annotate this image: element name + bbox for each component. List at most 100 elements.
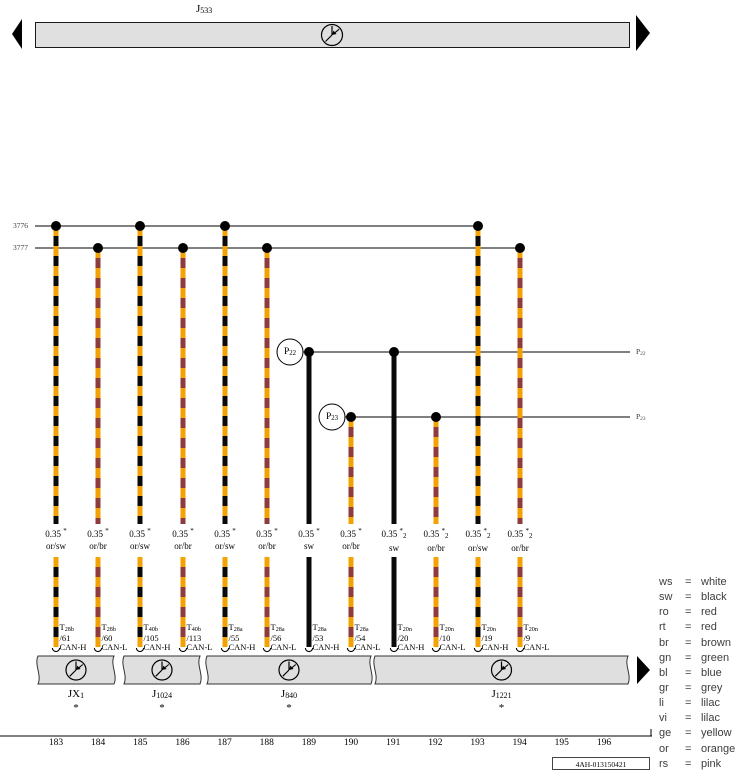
legend-name: pink	[701, 757, 722, 770]
gateway-bus-label-main: J	[196, 3, 201, 15]
wire-pin-label-7: T28a/53 CAN-H	[312, 621, 340, 653]
bus-line-label-3776: 3776	[13, 221, 28, 230]
component-footnote-J840: *	[286, 702, 292, 714]
junction-dot	[515, 243, 525, 253]
junction-dot	[304, 347, 314, 357]
track-number-188: 188	[259, 738, 274, 748]
junction-dot	[473, 221, 483, 231]
legend-eq: =	[685, 621, 692, 634]
legend-eq: =	[685, 757, 692, 770]
track-number-193: 193	[470, 738, 485, 748]
drawing-number-box: 4AH-013150421	[552, 757, 650, 770]
junction-dot	[178, 243, 188, 253]
track-number-191: 191	[386, 738, 401, 748]
legend-name: white	[701, 576, 727, 588]
terminal-socket-icon	[515, 647, 525, 653]
junction-dot	[220, 221, 230, 231]
connection-symbol-icon	[151, 659, 173, 681]
junction-dot	[135, 221, 145, 231]
legend-row-rt: rt = red	[659, 620, 735, 635]
connection-symbol-arrowhead	[501, 665, 507, 670]
track-number-187: 187	[217, 738, 232, 748]
junction-circle-P23	[318, 403, 346, 431]
legend-code: gn	[659, 651, 672, 664]
track-number-190: 190	[343, 738, 359, 748]
connection-symbol-icon	[65, 659, 87, 681]
legend-code: bl	[659, 666, 668, 679]
legend-eq: =	[685, 666, 692, 679]
pin-component: T40b	[186, 621, 201, 633]
legend-eq: =	[685, 697, 692, 710]
connection-symbol-stroke	[325, 34, 333, 42]
legend-code: or	[659, 742, 669, 755]
legend-code: li	[659, 697, 664, 710]
wire-pin-label-12: T20n/9 CAN-L	[523, 622, 550, 653]
legend-eq: =	[685, 681, 692, 694]
terminal-socket-icon	[178, 647, 188, 653]
component-label-J1024: J1024	[151, 688, 173, 701]
pin-number: /60	[101, 632, 113, 643]
wire-pin-label-9: T20n/20 CAN-H	[397, 622, 425, 653]
track-number-192: 192	[428, 738, 443, 748]
legend-eq: =	[685, 651, 692, 664]
legend-code: rs	[659, 757, 669, 770]
legend-name: red	[701, 621, 717, 634]
wire-size-label-10: 0.35 *2 or/br	[423, 527, 449, 553]
pin-signal: CAN-H	[143, 642, 171, 653]
wire-size-label-11: 0.35 *2 or/sw	[465, 527, 491, 553]
junction-dot	[93, 243, 103, 253]
terminal-socket-icon	[51, 647, 61, 653]
legend-name: lilac	[701, 697, 720, 710]
pin-signal: CAN-H	[397, 642, 425, 653]
wire-size-label-6: 0.35 * or/br	[256, 527, 278, 551]
track-number-185: 185	[133, 738, 148, 748]
legend-name: grey	[701, 681, 723, 694]
component-footnote-J1024: *	[159, 702, 165, 714]
pin-number: /113	[186, 632, 202, 643]
connection-symbol-arrowhead	[162, 665, 167, 670]
legend-eq: =	[685, 576, 692, 588]
legend-row-br: br = brown	[659, 636, 735, 651]
continuation-arrow-right-icon	[636, 15, 650, 51]
connection-symbol-icon	[320, 23, 344, 47]
pin-component: T28a	[270, 621, 285, 633]
legend-row-ws: ws = white	[659, 575, 735, 590]
pin-number: /54	[354, 632, 366, 643]
pin-signal: CAN-L	[439, 642, 466, 653]
legend-row-vi: vi = lilac	[659, 711, 735, 726]
legend-code: rt	[659, 621, 666, 634]
legend-name: lilac	[701, 712, 720, 725]
track-number-184: 184	[91, 738, 106, 748]
legend-name: red	[701, 606, 717, 619]
wire-size-label-7: 0.35 * sw	[298, 527, 320, 551]
legend-name: orange	[701, 742, 736, 755]
wire-size-label-8: 0.35 * or/br	[340, 527, 362, 551]
connection-symbol-stroke	[494, 669, 502, 677]
legend-code: br	[659, 636, 669, 649]
pin-signal: CAN-L	[270, 642, 297, 653]
terminal-socket-icon	[135, 647, 145, 653]
legend-eq: =	[685, 606, 692, 619]
wire-size-label-4: 0.35 * or/br	[172, 527, 194, 551]
pin-number: /19	[481, 632, 493, 643]
pin-component: T28a	[312, 621, 327, 633]
legend-eq: =	[685, 712, 692, 725]
legend-row-ro: ro = red	[659, 605, 735, 620]
pin-signal: CAN-L	[354, 642, 381, 653]
connection-symbol-arrowhead	[289, 665, 294, 670]
pin-signal: CAN-H	[59, 642, 87, 653]
wire-pin-label-10: T20n/10 CAN-L	[439, 622, 466, 653]
connection-symbol-icon	[278, 659, 300, 681]
terminal-socket-icon	[220, 647, 230, 653]
junction-circle-P22	[276, 338, 304, 366]
pin-number: /61	[59, 632, 71, 643]
pin-signal: CAN-L	[523, 642, 550, 653]
wire-pin-label-11: T20n/19 CAN-H	[481, 622, 509, 653]
wire-color-legend: ws = white sw = black ro = red rt = red br = brown gn = g…	[659, 575, 735, 772]
track-number-183: 183	[48, 738, 64, 748]
pin-component: T28a	[354, 621, 369, 633]
pin-number: /53	[312, 632, 324, 643]
pin-signal: CAN-H	[312, 642, 340, 653]
junction-right-label-P22: P22	[636, 347, 646, 357]
